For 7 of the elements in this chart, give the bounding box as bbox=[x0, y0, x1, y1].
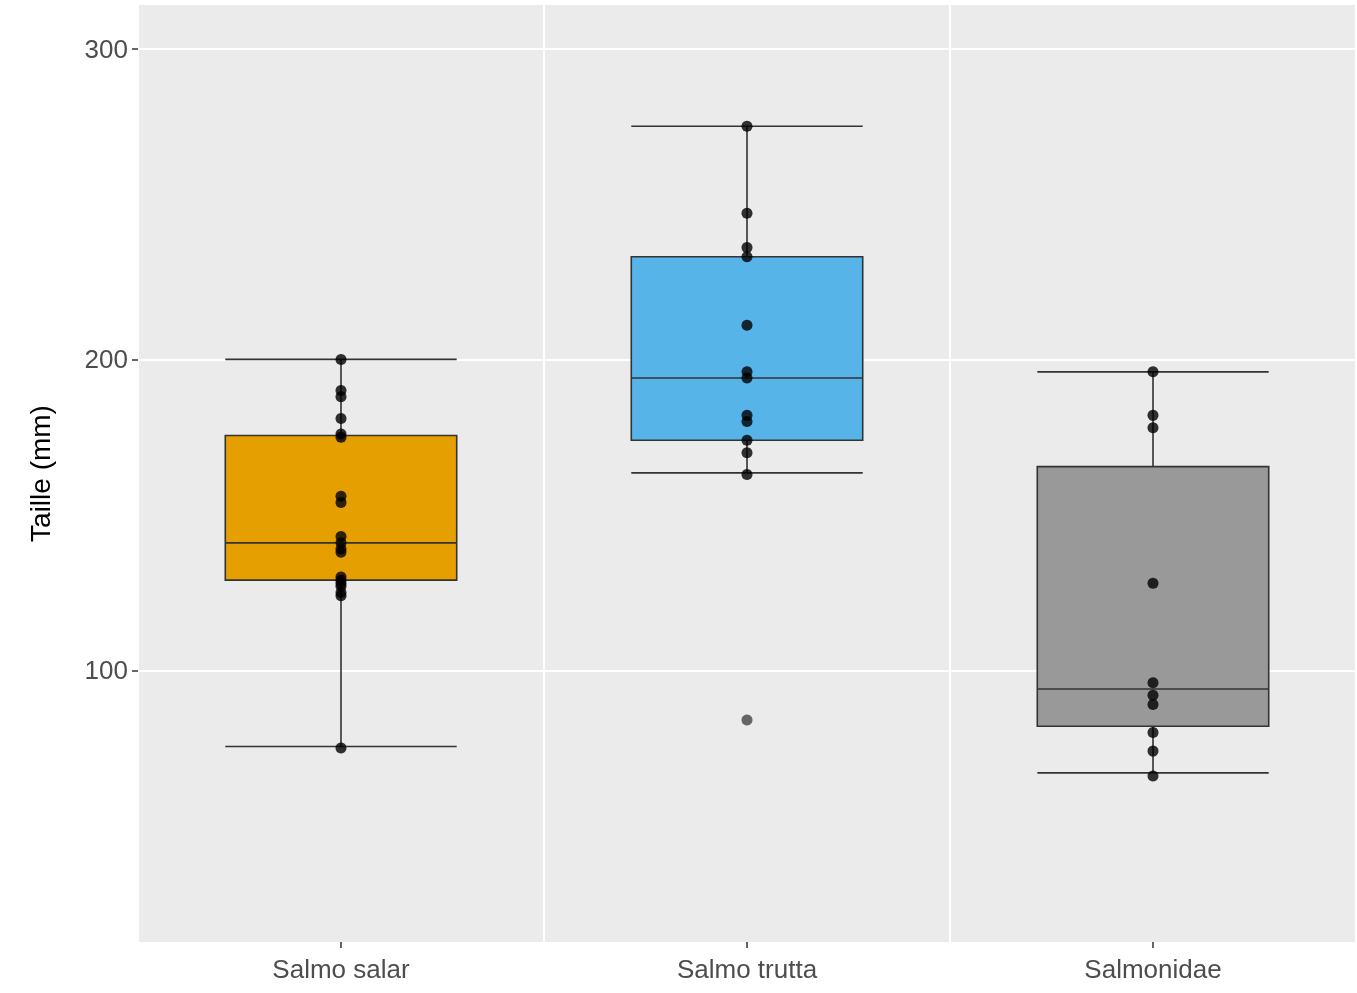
y-tick-label: 100 bbox=[84, 655, 128, 686]
y-axis-title: Taille (mm) bbox=[24, 405, 56, 542]
x-tick-label: Salmonidae bbox=[1084, 954, 1222, 984]
y-tick-label: 300 bbox=[84, 33, 128, 64]
x-tick-label: Salmo trutta bbox=[676, 954, 818, 984]
y-tick-label: 200 bbox=[84, 344, 128, 375]
x-tick-label: Salmo salar bbox=[272, 954, 410, 984]
